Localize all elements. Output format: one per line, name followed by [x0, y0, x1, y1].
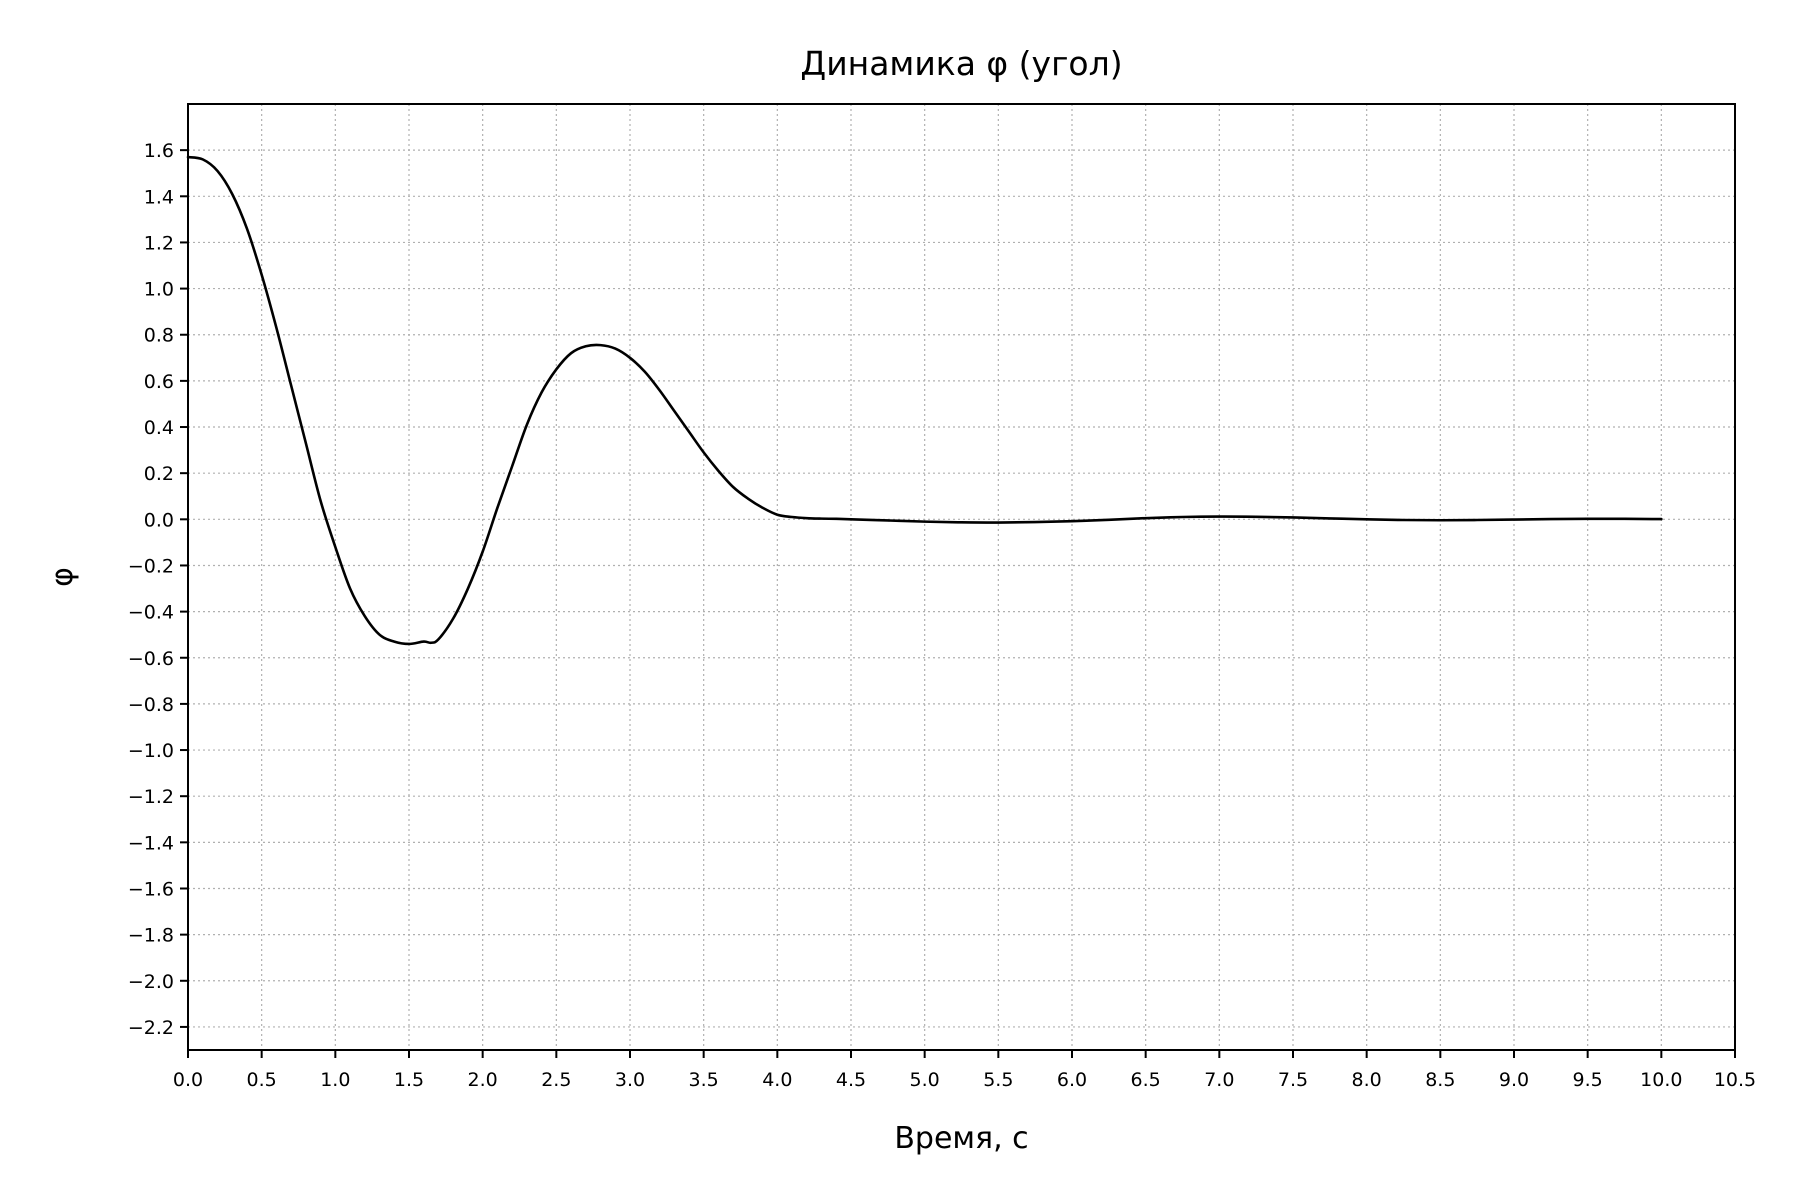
x-tick-label: 9.0	[1499, 1069, 1529, 1091]
y-tick-label: 0.6	[144, 371, 174, 393]
x-tick-label: 10.5	[1714, 1069, 1756, 1091]
x-tick-label: 10.0	[1640, 1069, 1682, 1091]
y-tick-label: 1.6	[144, 140, 174, 162]
y-tick-label: 0.2	[144, 463, 174, 485]
y-tick-label: −1.8	[128, 925, 174, 947]
series-layer	[186, 155, 1663, 646]
x-tick-label: 8.0	[1352, 1069, 1382, 1091]
series-line	[186, 155, 1663, 646]
x-tick-label: 9.5	[1573, 1069, 1603, 1091]
y-tick-label: −0.6	[128, 648, 174, 670]
y-tick-label: 1.2	[144, 232, 174, 254]
x-tick-label: 1.5	[394, 1069, 424, 1091]
y-tick-label: −0.2	[128, 555, 174, 577]
x-tick-label: 2.0	[468, 1069, 498, 1091]
x-tick-label: 6.0	[1057, 1069, 1087, 1091]
grid-layer	[188, 104, 1735, 1050]
y-tick-label: −1.2	[128, 786, 174, 808]
x-tick-label: 0.5	[247, 1069, 277, 1091]
y-tick-label: −0.4	[128, 602, 174, 624]
x-tick-label: 3.0	[615, 1069, 645, 1091]
y-tick-label: −1.6	[128, 878, 174, 900]
x-tick-label: 5.5	[983, 1069, 1013, 1091]
x-axis-label: Время, с	[894, 1121, 1028, 1156]
y-tick-label: −0.8	[128, 694, 174, 716]
y-tick-label: 1.0	[144, 279, 174, 301]
y-tick-label: 0.0	[144, 509, 174, 531]
x-tick-label: 1.0	[320, 1069, 350, 1091]
x-tick-label: 3.5	[689, 1069, 719, 1091]
x-tick-label: 4.0	[762, 1069, 792, 1091]
y-axis-label: φ	[45, 567, 80, 587]
chart-title: Динамика φ (угол)	[800, 44, 1122, 83]
axes-frame	[187, 103, 1736, 1051]
x-tick-label: 0.0	[173, 1069, 203, 1091]
y-tick-label: −1.0	[128, 740, 174, 762]
y-tick-label: −1.4	[128, 832, 174, 854]
x-tick-label: 8.5	[1425, 1069, 1455, 1091]
x-tick-label: 2.5	[541, 1069, 571, 1091]
x-tick-label: 7.0	[1204, 1069, 1234, 1091]
y-tick-label: −2.0	[128, 971, 174, 993]
y-tick-label: 1.4	[144, 186, 174, 208]
y-tick-label: −2.2	[128, 1017, 174, 1039]
y-tick-label: 0.4	[144, 417, 174, 439]
x-tick-label: 7.5	[1278, 1069, 1308, 1091]
x-tick-label: 5.0	[910, 1069, 940, 1091]
y-tick-label: 0.8	[144, 325, 174, 347]
x-tick-label: 4.5	[836, 1069, 866, 1091]
x-tick-label: 6.5	[1131, 1069, 1161, 1091]
ticks-layer: 0.0 0.5 1.0 1.5 2.0 2.5 3.0 3.5 4.0 4.5 5.0 5.5 6.0 6…	[128, 140, 1756, 1091]
